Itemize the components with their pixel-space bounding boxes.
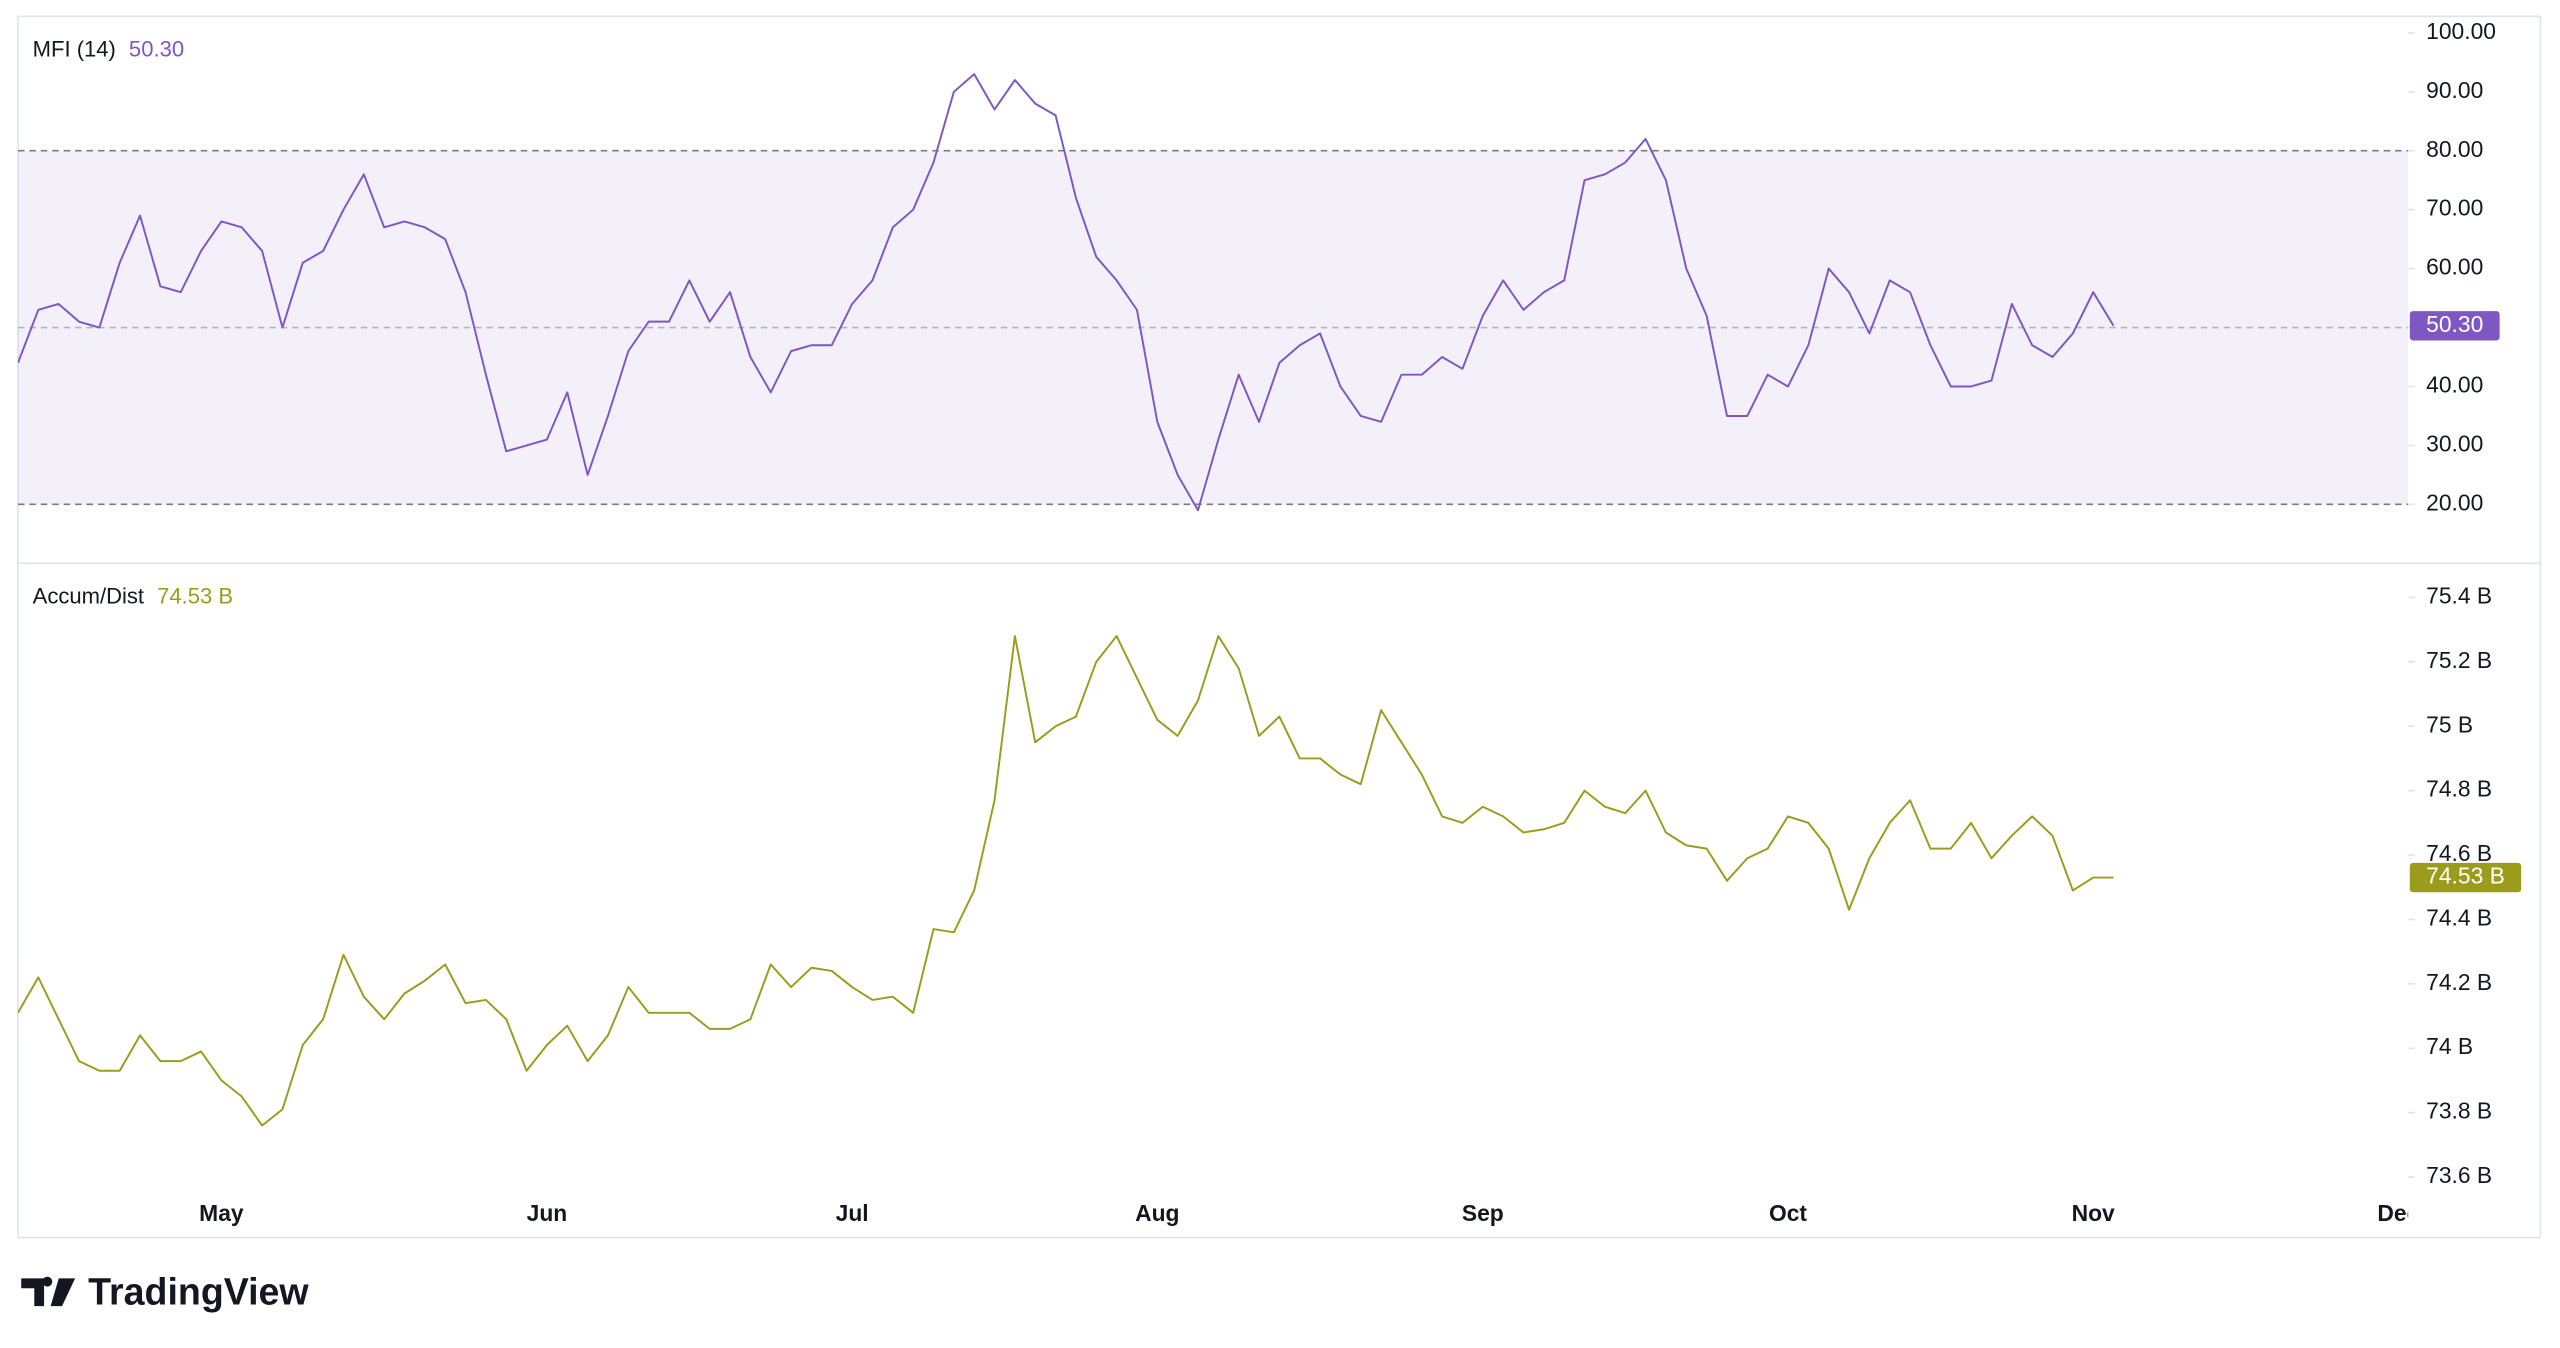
last-value-label: 50.30 (2426, 311, 2483, 337)
logo: TradingView (21, 1271, 309, 1313)
series-line (17, 73, 2115, 512)
x-tick-label: May (199, 1200, 244, 1226)
logo-text: TradingView (88, 1271, 309, 1313)
last-value-tag (2409, 862, 2522, 893)
last-value-label: 74.53 B (2426, 863, 2505, 889)
last-value-tag (2409, 311, 2500, 341)
y-tick-label: 74.2 B (2426, 969, 2492, 995)
y-tick-label: 74 B (2426, 1033, 2473, 1059)
y-tick-label: 74.8 B (2426, 776, 2492, 802)
legend-value: 50.30 (129, 36, 184, 61)
x-tick-label: Sep (1462, 1200, 1504, 1226)
y-tick-label: 75 B (2426, 711, 2473, 737)
y-tick-label: 90.00 (2426, 77, 2483, 103)
y-tick-label: 73.6 B (2426, 1162, 2492, 1188)
y-tick-label: 30.00 (2426, 430, 2483, 456)
logo-icon (21, 1276, 76, 1307)
y-tick-label: 100.00 (2426, 18, 2496, 44)
x-tick-label: Aug (1135, 1200, 1179, 1226)
x-tick-label: Nov (2072, 1200, 2115, 1226)
plot-area: May Jun Jul Aug Sep Oct Nov Dec (17, 635, 2419, 1226)
legend-value: 74.53 B (157, 583, 233, 608)
y-tick-label: 73.8 B (2426, 1098, 2492, 1124)
x-tick-label: Dec (2377, 1200, 2419, 1226)
x-tick-label: Jun (527, 1200, 568, 1226)
y-tick-label: 75.2 B (2426, 647, 2492, 673)
x-tick-label: Oct (1769, 1200, 1807, 1226)
plot-area (17, 73, 2409, 512)
series-line (17, 635, 2114, 1127)
x-tick-label: Jul (836, 1200, 869, 1226)
y-tick-label: 70.00 (2426, 195, 2483, 221)
y-tick-label: 75.4 B (2426, 582, 2492, 608)
y-tick-label: 74.4 B (2426, 904, 2492, 930)
y-tick-label: 20.00 (2426, 489, 2483, 515)
legend-name: MFI (14) (33, 36, 116, 61)
legend-name: Accum/Dist (33, 583, 144, 608)
y-tick-label: 40.00 (2426, 372, 2483, 398)
y-tick-label: 80.00 (2426, 136, 2483, 162)
y-tick-label: 60.00 (2426, 254, 2483, 280)
y-tick-label: 74.6 B (2426, 840, 2492, 866)
